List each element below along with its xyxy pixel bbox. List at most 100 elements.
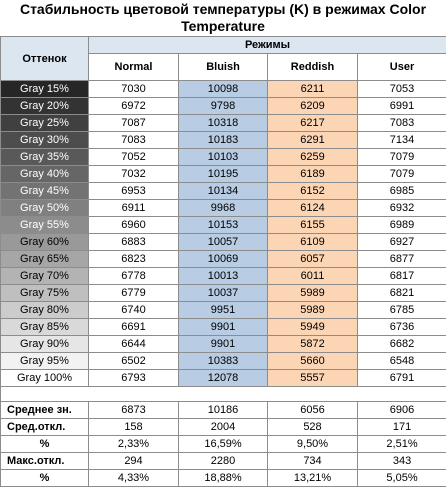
table-row: Gray 60% 6883 10057 6109 6927 <box>0 233 446 251</box>
stat-bluish: 18,88% <box>178 469 268 487</box>
cell-bluish: 10383 <box>178 352 268 370</box>
gray-level-label: Gray 55% <box>0 216 89 234</box>
table-row: Gray 25% 7087 10318 6217 7083 <box>0 114 446 132</box>
stat-bluish: 2280 <box>178 452 268 470</box>
stat-row: Сред.откл. 158 2004 528 171 <box>0 418 446 436</box>
stat-label: % <box>0 435 89 453</box>
spacer-cell <box>0 386 446 402</box>
stat-normal: 158 <box>88 418 179 436</box>
stat-normal: 294 <box>88 452 179 470</box>
cell-reddish: 5989 <box>267 284 358 302</box>
cell-bluish: 9968 <box>178 199 268 217</box>
cell-normal: 6960 <box>88 216 179 234</box>
cell-normal: 6778 <box>88 267 179 285</box>
gray-level-label: Gray 50% <box>0 199 89 217</box>
cell-user: 6817 <box>356 267 446 285</box>
stat-row: % 2,33% 16,59% 9,50% 2,51% <box>0 435 446 453</box>
cell-user: 6548 <box>356 352 446 370</box>
cell-bluish: 9951 <box>178 301 268 319</box>
cell-bluish: 10318 <box>178 114 268 132</box>
stat-normal: 2,33% <box>88 435 179 453</box>
cell-bluish: 10037 <box>178 284 268 302</box>
cell-bluish: 10057 <box>178 233 268 251</box>
cell-reddish: 5949 <box>267 318 358 336</box>
cell-normal: 7052 <box>88 148 179 166</box>
cell-normal: 7083 <box>88 131 179 149</box>
color-temperature-table: Оттенок Режимы Normal Bluish Reddish Use… <box>0 36 446 487</box>
cell-user: 7083 <box>356 114 446 132</box>
spacer-row <box>0 386 446 402</box>
stat-reddish: 528 <box>267 418 358 436</box>
cell-bluish: 10103 <box>178 148 268 166</box>
cell-user: 7134 <box>356 131 446 149</box>
cell-reddish: 5557 <box>267 369 358 387</box>
column-header-reddish: Reddish <box>267 53 358 81</box>
stat-user: 6906 <box>356 401 446 419</box>
column-header-user: User <box>356 53 446 81</box>
stat-normal: 6873 <box>88 401 179 419</box>
table-row: Gray 100% 6793 12078 5557 6791 <box>0 369 446 387</box>
cell-bluish: 10013 <box>178 267 268 285</box>
gray-level-label: Gray 85% <box>0 318 89 336</box>
gray-level-label: Gray 70% <box>0 267 89 285</box>
cell-normal: 6953 <box>88 182 179 200</box>
cell-bluish: 10069 <box>178 250 268 268</box>
gray-level-label: Gray 65% <box>0 250 89 268</box>
cell-user: 6991 <box>356 97 446 115</box>
cell-reddish: 6152 <box>267 182 358 200</box>
cell-normal: 6823 <box>88 250 179 268</box>
table-title: Стабильность цветовой температуры (K) в … <box>19 1 427 34</box>
table-row: Gray 85% 6691 9901 5949 6736 <box>0 318 446 336</box>
table-row: Gray 40% 7032 10195 6189 7079 <box>0 165 446 183</box>
cell-user: 6927 <box>356 233 446 251</box>
table-row: Gray 90% 6644 9901 5872 6682 <box>0 335 446 353</box>
stat-reddish: 13,21% <box>267 469 358 487</box>
table-row: Gray 45% 6953 10134 6152 6985 <box>0 182 446 200</box>
cell-normal: 6883 <box>88 233 179 251</box>
cell-normal: 6502 <box>88 352 179 370</box>
stat-reddish: 9,50% <box>267 435 358 453</box>
cell-reddish: 6057 <box>267 250 358 268</box>
column-header-bluish: Bluish <box>178 53 268 81</box>
cell-user: 7053 <box>356 80 446 98</box>
cell-bluish: 9798 <box>178 97 268 115</box>
modes-header: Режимы <box>87 36 446 54</box>
stat-bluish: 16,59% <box>178 435 268 453</box>
cell-reddish: 6124 <box>267 199 358 217</box>
table-row: Gray 20% 6972 9798 6209 6991 <box>0 97 446 115</box>
stat-label: Сред.откл. <box>0 418 89 436</box>
cell-reddish: 6259 <box>267 148 358 166</box>
cell-bluish: 10134 <box>178 182 268 200</box>
gray-level-label: Gray 100% <box>0 369 89 387</box>
cell-user: 6985 <box>356 182 446 200</box>
cell-normal: 6793 <box>88 369 179 387</box>
column-header-normal: Normal <box>88 53 179 81</box>
stat-label: % <box>0 469 89 487</box>
cell-user: 7079 <box>356 165 446 183</box>
gray-level-label: Gray 90% <box>0 335 89 353</box>
stat-reddish: 734 <box>267 452 358 470</box>
stat-row: % 4,33% 18,88% 13,21% 5,05% <box>0 469 446 487</box>
stat-label: Макс.откл. <box>0 452 89 470</box>
cell-reddish: 6209 <box>267 97 358 115</box>
cell-reddish: 6109 <box>267 233 358 251</box>
cell-normal: 7030 <box>88 80 179 98</box>
cell-user: 6821 <box>356 284 446 302</box>
gray-level-label: Gray 15% <box>0 80 89 98</box>
gray-level-label: Gray 75% <box>0 284 89 302</box>
table-row: Gray 30% 7083 10183 6291 7134 <box>0 131 446 149</box>
stat-normal: 4,33% <box>88 469 179 487</box>
cell-reddish: 6155 <box>267 216 358 234</box>
cell-user: 6736 <box>356 318 446 336</box>
cell-bluish: 9901 <box>178 335 268 353</box>
cell-bluish: 10098 <box>178 80 268 98</box>
cell-reddish: 6189 <box>267 165 358 183</box>
table-row: Gray 80% 6740 9951 5989 6785 <box>0 301 446 319</box>
cell-user: 7079 <box>356 148 446 166</box>
table-row: Gray 15% 7030 10098 6211 7053 <box>0 80 446 98</box>
cell-reddish: 5660 <box>267 352 358 370</box>
cell-normal: 6691 <box>88 318 179 336</box>
stat-user: 171 <box>356 418 446 436</box>
cell-user: 6785 <box>356 301 446 319</box>
gray-level-label: Gray 95% <box>0 352 89 370</box>
